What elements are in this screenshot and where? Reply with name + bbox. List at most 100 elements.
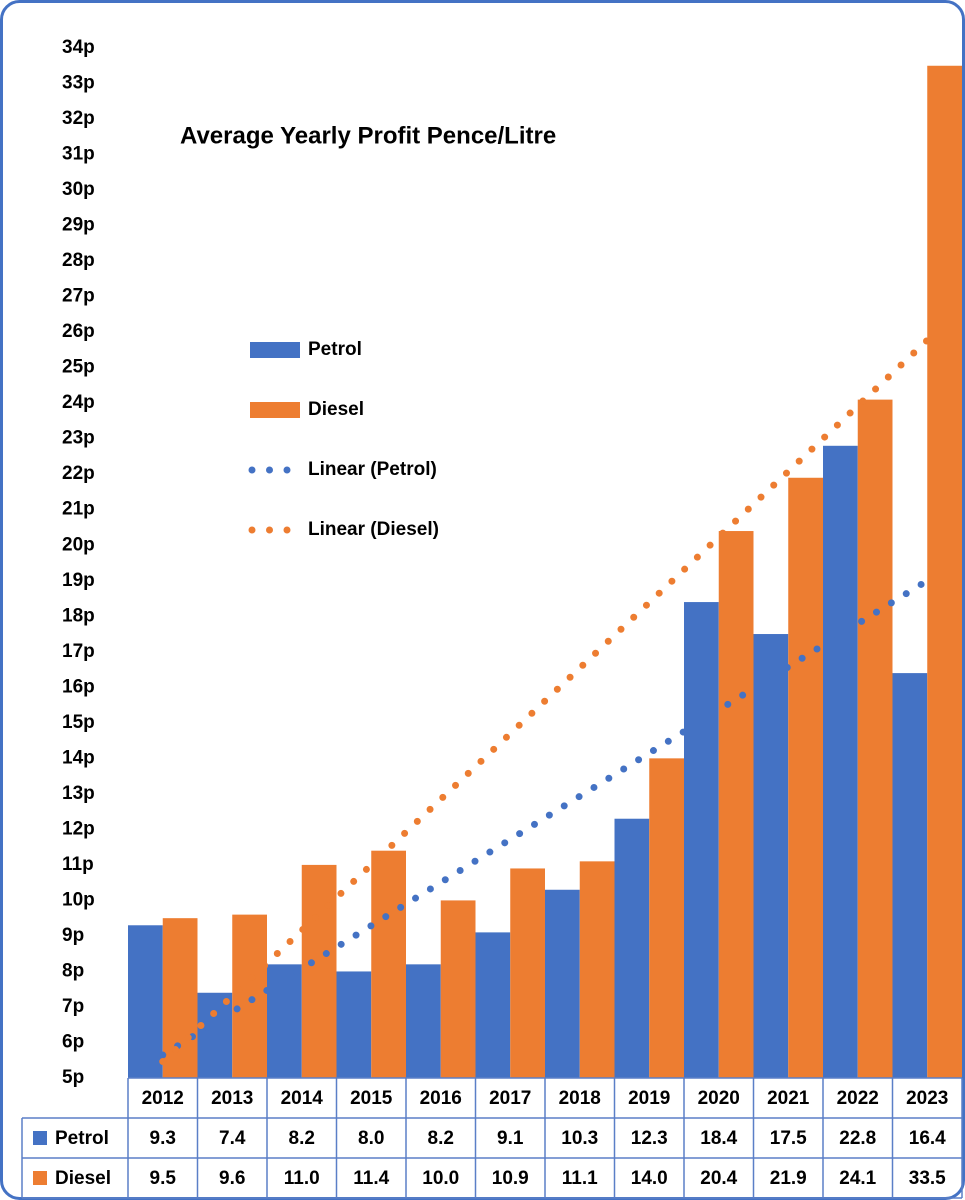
bar [718, 531, 754, 1078]
table-cell: 11.0 [284, 1168, 320, 1189]
y-tick-label: 5p [62, 1067, 84, 1088]
y-tick-label: 15p [62, 712, 95, 733]
bar [892, 673, 928, 1078]
table-cell: 10.0 [422, 1168, 459, 1189]
y-tick-label: 13p [62, 783, 95, 804]
bar [649, 758, 684, 1078]
table-cell: 22.8 [839, 1128, 876, 1149]
y-tick-label: 16p [62, 676, 95, 697]
table-cell: 8.2 [428, 1128, 454, 1149]
y-tick-label: 20p [62, 534, 95, 555]
bar [232, 914, 267, 1078]
x-tick-label: 2018 [559, 1088, 601, 1109]
y-tick-label: 8p [62, 960, 84, 981]
chart-title: Average Yearly Profit Pence/Litre [180, 122, 556, 149]
y-tick-label: 22p [62, 463, 95, 484]
bar [336, 971, 372, 1078]
y-tick-label: 11p [62, 854, 94, 875]
legend-swatch [250, 402, 300, 418]
table-cell: 9.5 [150, 1168, 177, 1189]
trendline [159, 577, 931, 1059]
y-tick-label: 25p [62, 357, 95, 378]
legend-label: Linear (Petrol) [308, 459, 437, 480]
bar [614, 818, 650, 1078]
x-tick-label: 2013 [211, 1088, 253, 1109]
table-cell: 7.4 [219, 1128, 246, 1149]
y-tick-label: 17p [62, 641, 95, 662]
bar [406, 964, 441, 1078]
table-cell: 8.0 [358, 1128, 384, 1149]
bar [197, 992, 233, 1078]
table-row-label: Diesel [55, 1168, 111, 1189]
y-tick-label: 29p [62, 215, 95, 236]
table-cell: 11.4 [353, 1168, 389, 1189]
x-tick-label: 2023 [906, 1088, 948, 1109]
table-cell: 20.4 [700, 1168, 737, 1189]
table-cell: 8.2 [289, 1128, 315, 1149]
table-cell: 33.5 [909, 1168, 946, 1189]
x-tick-label: 2019 [628, 1088, 670, 1109]
y-tick-label: 23p [62, 428, 95, 449]
y-tick-label: 33p [62, 73, 95, 94]
table-cell: 24.1 [839, 1168, 876, 1189]
table-cell: 16.4 [909, 1128, 946, 1149]
y-tick-label: 18p [62, 605, 95, 626]
legend-label: Diesel [308, 399, 364, 420]
y-tick-label: 26p [62, 321, 95, 342]
y-tick-label: 24p [62, 392, 95, 413]
table-cell: 10.9 [492, 1168, 529, 1189]
x-tick-label: 2012 [142, 1088, 184, 1109]
y-tick-label: 19p [62, 570, 95, 591]
x-tick-label: 2017 [489, 1088, 531, 1109]
bar [753, 634, 789, 1078]
y-tick-label: 21p [62, 499, 95, 520]
bar [475, 932, 511, 1078]
x-tick-label: 2021 [767, 1088, 810, 1109]
bar [371, 850, 406, 1078]
table-cell: 12.3 [631, 1128, 668, 1149]
legend-label: Linear (Diesel) [308, 519, 439, 540]
x-tick-label: 2015 [350, 1088, 393, 1109]
y-tick-label: 34p [62, 37, 95, 58]
legend-swatch [33, 1171, 47, 1185]
table-cell: 11.1 [562, 1168, 598, 1189]
bar [510, 868, 545, 1078]
table-cell: 9.3 [150, 1128, 176, 1149]
table-cell: 9.1 [497, 1128, 524, 1149]
bar [927, 65, 962, 1079]
x-tick-label: 2016 [420, 1088, 462, 1109]
y-tick-label: 9p [62, 925, 84, 946]
bar [788, 477, 823, 1078]
legend-swatch [33, 1131, 47, 1145]
bar [545, 889, 580, 1078]
bar [823, 445, 858, 1078]
y-tick-label: 12p [62, 818, 95, 839]
legend-swatch [250, 342, 300, 358]
bar [162, 918, 198, 1078]
y-tick-label: 30p [62, 179, 95, 200]
table-cell: 14.0 [631, 1168, 668, 1189]
legend-label: Petrol [308, 339, 362, 360]
y-tick-label: 27p [62, 286, 95, 307]
table-row-label: Petrol [55, 1128, 109, 1149]
trendline [159, 336, 931, 1066]
y-tick-label: 32p [62, 108, 95, 129]
bar [440, 900, 476, 1078]
table-cell: 10.3 [561, 1128, 598, 1149]
y-tick-label: 31p [62, 144, 95, 165]
bar [128, 925, 163, 1078]
y-tick-label: 6p [62, 1031, 84, 1052]
y-tick-label: 10p [62, 889, 95, 910]
x-tick-label: 2022 [837, 1088, 879, 1109]
table-cell: 21.9 [770, 1168, 807, 1189]
x-tick-label: 2014 [281, 1088, 324, 1109]
table-cell: 17.5 [770, 1128, 807, 1149]
x-tick-label: 2020 [698, 1088, 740, 1109]
y-tick-label: 14p [62, 747, 95, 768]
table-cell: 9.6 [219, 1168, 245, 1189]
y-tick-label: 28p [62, 250, 95, 271]
y-tick-label: 7p [62, 996, 84, 1017]
bar [684, 602, 719, 1078]
